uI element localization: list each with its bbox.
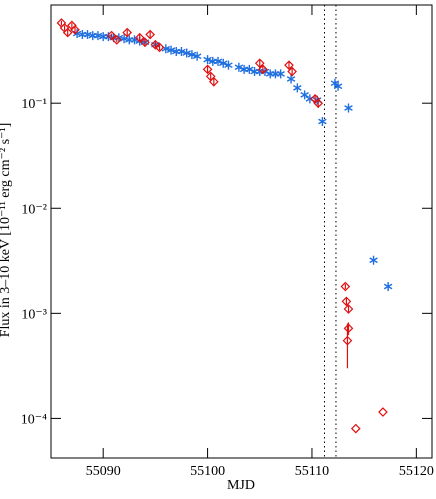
data-point <box>340 281 351 292</box>
data-point <box>140 37 150 48</box>
data-point <box>182 48 191 58</box>
y-tick-label: 10⁻¹ <box>21 97 47 112</box>
x-tick-label: 55120 <box>399 464 434 479</box>
data-point <box>218 58 228 68</box>
data-point <box>287 66 297 77</box>
data-point <box>350 423 361 434</box>
y-tick-label: 10⁻³ <box>21 307 47 322</box>
data-point <box>106 30 117 41</box>
data-point <box>318 116 327 126</box>
data-point <box>271 69 280 79</box>
data-point <box>154 42 165 53</box>
x-tick-label: 55100 <box>190 464 225 479</box>
data-point <box>70 24 80 35</box>
data-point <box>177 47 186 57</box>
data-point <box>254 58 265 69</box>
data-point <box>286 74 296 84</box>
x-axis-label: MJD <box>227 478 255 493</box>
data-point <box>203 55 212 65</box>
data-point <box>192 51 202 61</box>
data-point <box>344 103 353 113</box>
data-point <box>93 31 103 41</box>
data-point <box>62 27 73 38</box>
data-point <box>343 304 354 314</box>
data-point <box>122 27 133 38</box>
data-point <box>284 60 294 71</box>
data-point <box>187 50 197 60</box>
data-point <box>343 323 354 334</box>
data-point <box>134 32 145 43</box>
data-point <box>293 83 302 93</box>
x-tick-label: 55090 <box>86 464 121 479</box>
y-axis-label: Flux in 3–10 keV [10⁻¹¹ erg cm⁻² s⁻¹] <box>0 123 13 338</box>
y-tick-label: 10⁻² <box>21 202 47 217</box>
data-point <box>342 335 353 346</box>
data-point <box>150 39 161 50</box>
data-point <box>213 56 223 66</box>
data-point <box>258 64 268 75</box>
data-point <box>83 30 92 40</box>
data-point <box>378 407 388 417</box>
data-point <box>119 34 129 44</box>
data-point <box>202 64 213 75</box>
data-point <box>341 296 352 307</box>
data-point <box>276 69 285 79</box>
plot-frame <box>50 4 433 459</box>
data-point <box>369 255 378 265</box>
data-point <box>111 35 122 45</box>
data-point <box>145 29 156 40</box>
data-point <box>224 60 233 70</box>
data-point <box>208 76 219 87</box>
data-point <box>166 45 176 55</box>
data-point <box>234 62 244 72</box>
y-tick-label: 10⁻⁴ <box>21 412 47 427</box>
x-tick-label: 55110 <box>295 464 329 479</box>
data-point <box>383 282 393 292</box>
data-point <box>313 98 324 109</box>
data-point <box>333 81 343 91</box>
data-point <box>300 90 309 100</box>
